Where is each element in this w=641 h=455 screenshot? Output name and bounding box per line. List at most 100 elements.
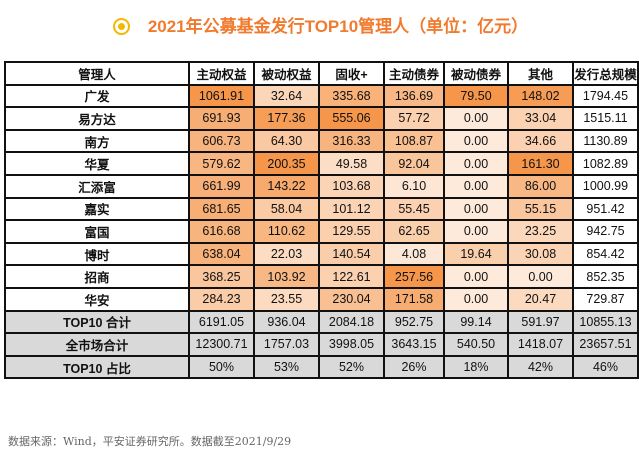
value-cell: 140.54 [318,241,385,267]
column-header: 主动债券 [383,61,445,86]
source-note: 数据来源：Wind，平安证券研究所。数据截至2021/9/29 [8,435,292,448]
value-cell: 92.04 [383,151,445,176]
value-cell: 661.99 [188,173,255,199]
column-header: 发行总规模 [572,61,639,86]
value-cell: 30.08 [507,241,574,267]
value-cell: 1794.45 [572,83,639,109]
manager-name: 富国 [4,219,190,244]
value-cell: 335.68 [318,83,385,109]
summary-value: 12300.71 [188,332,255,357]
summary-label: TOP10 占比 [4,354,190,380]
table-row: 汇添富 661.99 143.22 103.68 6.10 0.00 86.00 1000.9… [4,173,639,199]
value-cell: 579.62 [188,151,255,176]
summary-value: 26% [383,354,445,380]
table-row: 富国 616.68 110.62 129.55 62.65 0.00 23.25 942.75 [4,219,639,244]
summary-row: 全市场合计 12300.71 1757.03 3998.05 3643.15 540.50… [4,332,639,357]
value-cell: 316.33 [318,128,385,154]
summary-value: 23657.51 [572,332,639,357]
summary-value: 99.14 [443,309,509,335]
value-cell: 1061.91 [188,83,255,109]
value-cell: 148.02 [507,83,574,109]
value-cell: 55.15 [507,196,574,222]
summary-value: 42% [507,354,574,380]
value-cell: 230.04 [318,286,385,312]
value-cell: 0.00 [443,219,509,244]
value-cell: 122.61 [318,264,385,289]
summary-value: 952.75 [383,309,445,335]
column-header: 被动债券 [443,61,509,86]
value-cell: 555.06 [318,106,385,131]
summary-value: 591.97 [507,309,574,335]
table-row: 华安 284.23 23.55 230.04 171.58 0.00 20.47 729.87 [4,286,639,312]
value-cell: 951.42 [572,196,639,222]
summary-value: 1757.03 [253,332,320,357]
value-cell: 284.23 [188,286,255,312]
summary-value: 10855.13 [572,309,639,335]
value-cell: 691.93 [188,106,255,131]
value-cell: 368.25 [188,264,255,289]
value-cell: 58.04 [253,196,320,222]
value-cell: 23.25 [507,219,574,244]
table-row: 招商 368.25 103.92 122.61 257.56 0.00 0.00 852.35 [4,264,639,289]
summary-value: 2084.18 [318,309,385,335]
column-header: 被动权益 [253,61,320,86]
value-cell: 23.55 [253,286,320,312]
value-cell: 852.35 [572,264,639,289]
value-cell: 49.58 [318,151,385,176]
value-cell: 606.73 [188,128,255,154]
column-header: 固收+ [318,61,385,86]
table-row: 嘉实 681.65 58.04 101.12 55.45 0.00 55.15 951.42 [4,196,639,222]
value-cell: 200.35 [253,151,320,176]
summary-value: 540.50 [443,332,509,357]
value-cell: 86.00 [507,173,574,199]
manager-name: 易方达 [4,106,190,131]
value-cell: 854.42 [572,241,639,267]
value-cell: 616.68 [188,219,255,244]
value-cell: 1000.99 [572,173,639,199]
value-cell: 143.22 [253,173,320,199]
value-cell: 103.68 [318,173,385,199]
value-cell: 0.00 [443,173,509,199]
page-title: 2021年公募基金发行TOP10管理人（单位：亿元） [0,12,641,37]
summary-value: 3998.05 [318,332,385,357]
value-cell: 0.00 [443,106,509,131]
value-cell: 57.72 [383,106,445,131]
value-cell: 638.04 [188,241,255,267]
value-cell: 1515.11 [572,106,639,131]
table-row: 易方达 691.93 177.36 555.06 57.72 0.00 33.04 1515.… [4,106,639,131]
value-cell: 79.50 [443,83,509,109]
value-cell: 20.47 [507,286,574,312]
summary-value: 18% [443,354,509,380]
summary-value: 3643.15 [383,332,445,357]
table-row: 广发 1061.91 32.64 335.68 136.69 79.50 148.02 179… [4,83,639,109]
value-cell: 0.00 [443,286,509,312]
value-cell: 942.75 [572,219,639,244]
manager-name: 南方 [4,128,190,154]
value-cell: 177.36 [253,106,320,131]
value-cell: 22.03 [253,241,320,267]
value-cell: 101.12 [318,196,385,222]
manager-name: 招商 [4,264,190,289]
value-cell: 55.45 [383,196,445,222]
summary-label: TOP10 合计 [4,309,190,335]
table-row: 南方 606.73 64.30 316.33 108.87 0.00 34.66 1130.8… [4,128,639,154]
title-text: 2021年公募基金发行TOP10管理人（单位：亿元） [147,17,529,36]
value-cell: 0.00 [443,128,509,154]
value-cell: 110.62 [253,219,320,244]
table-row: 华夏 579.62 200.35 49.58 92.04 0.00 161.30 1082.8… [4,151,639,176]
value-cell: 0.00 [443,196,509,222]
column-header: 主动权益 [188,61,255,86]
value-cell: 4.08 [383,241,445,267]
value-cell: 0.00 [443,264,509,289]
value-cell: 1082.89 [572,151,639,176]
manager-name: 华夏 [4,151,190,176]
value-cell: 0.00 [507,264,574,289]
value-cell: 32.64 [253,83,320,109]
column-header: 其他 [507,61,574,86]
value-cell: 64.30 [253,128,320,154]
summary-label: 全市场合计 [4,332,190,357]
value-cell: 136.69 [383,83,445,109]
value-cell: 0.00 [443,151,509,176]
value-cell: 129.55 [318,219,385,244]
value-cell: 681.65 [188,196,255,222]
